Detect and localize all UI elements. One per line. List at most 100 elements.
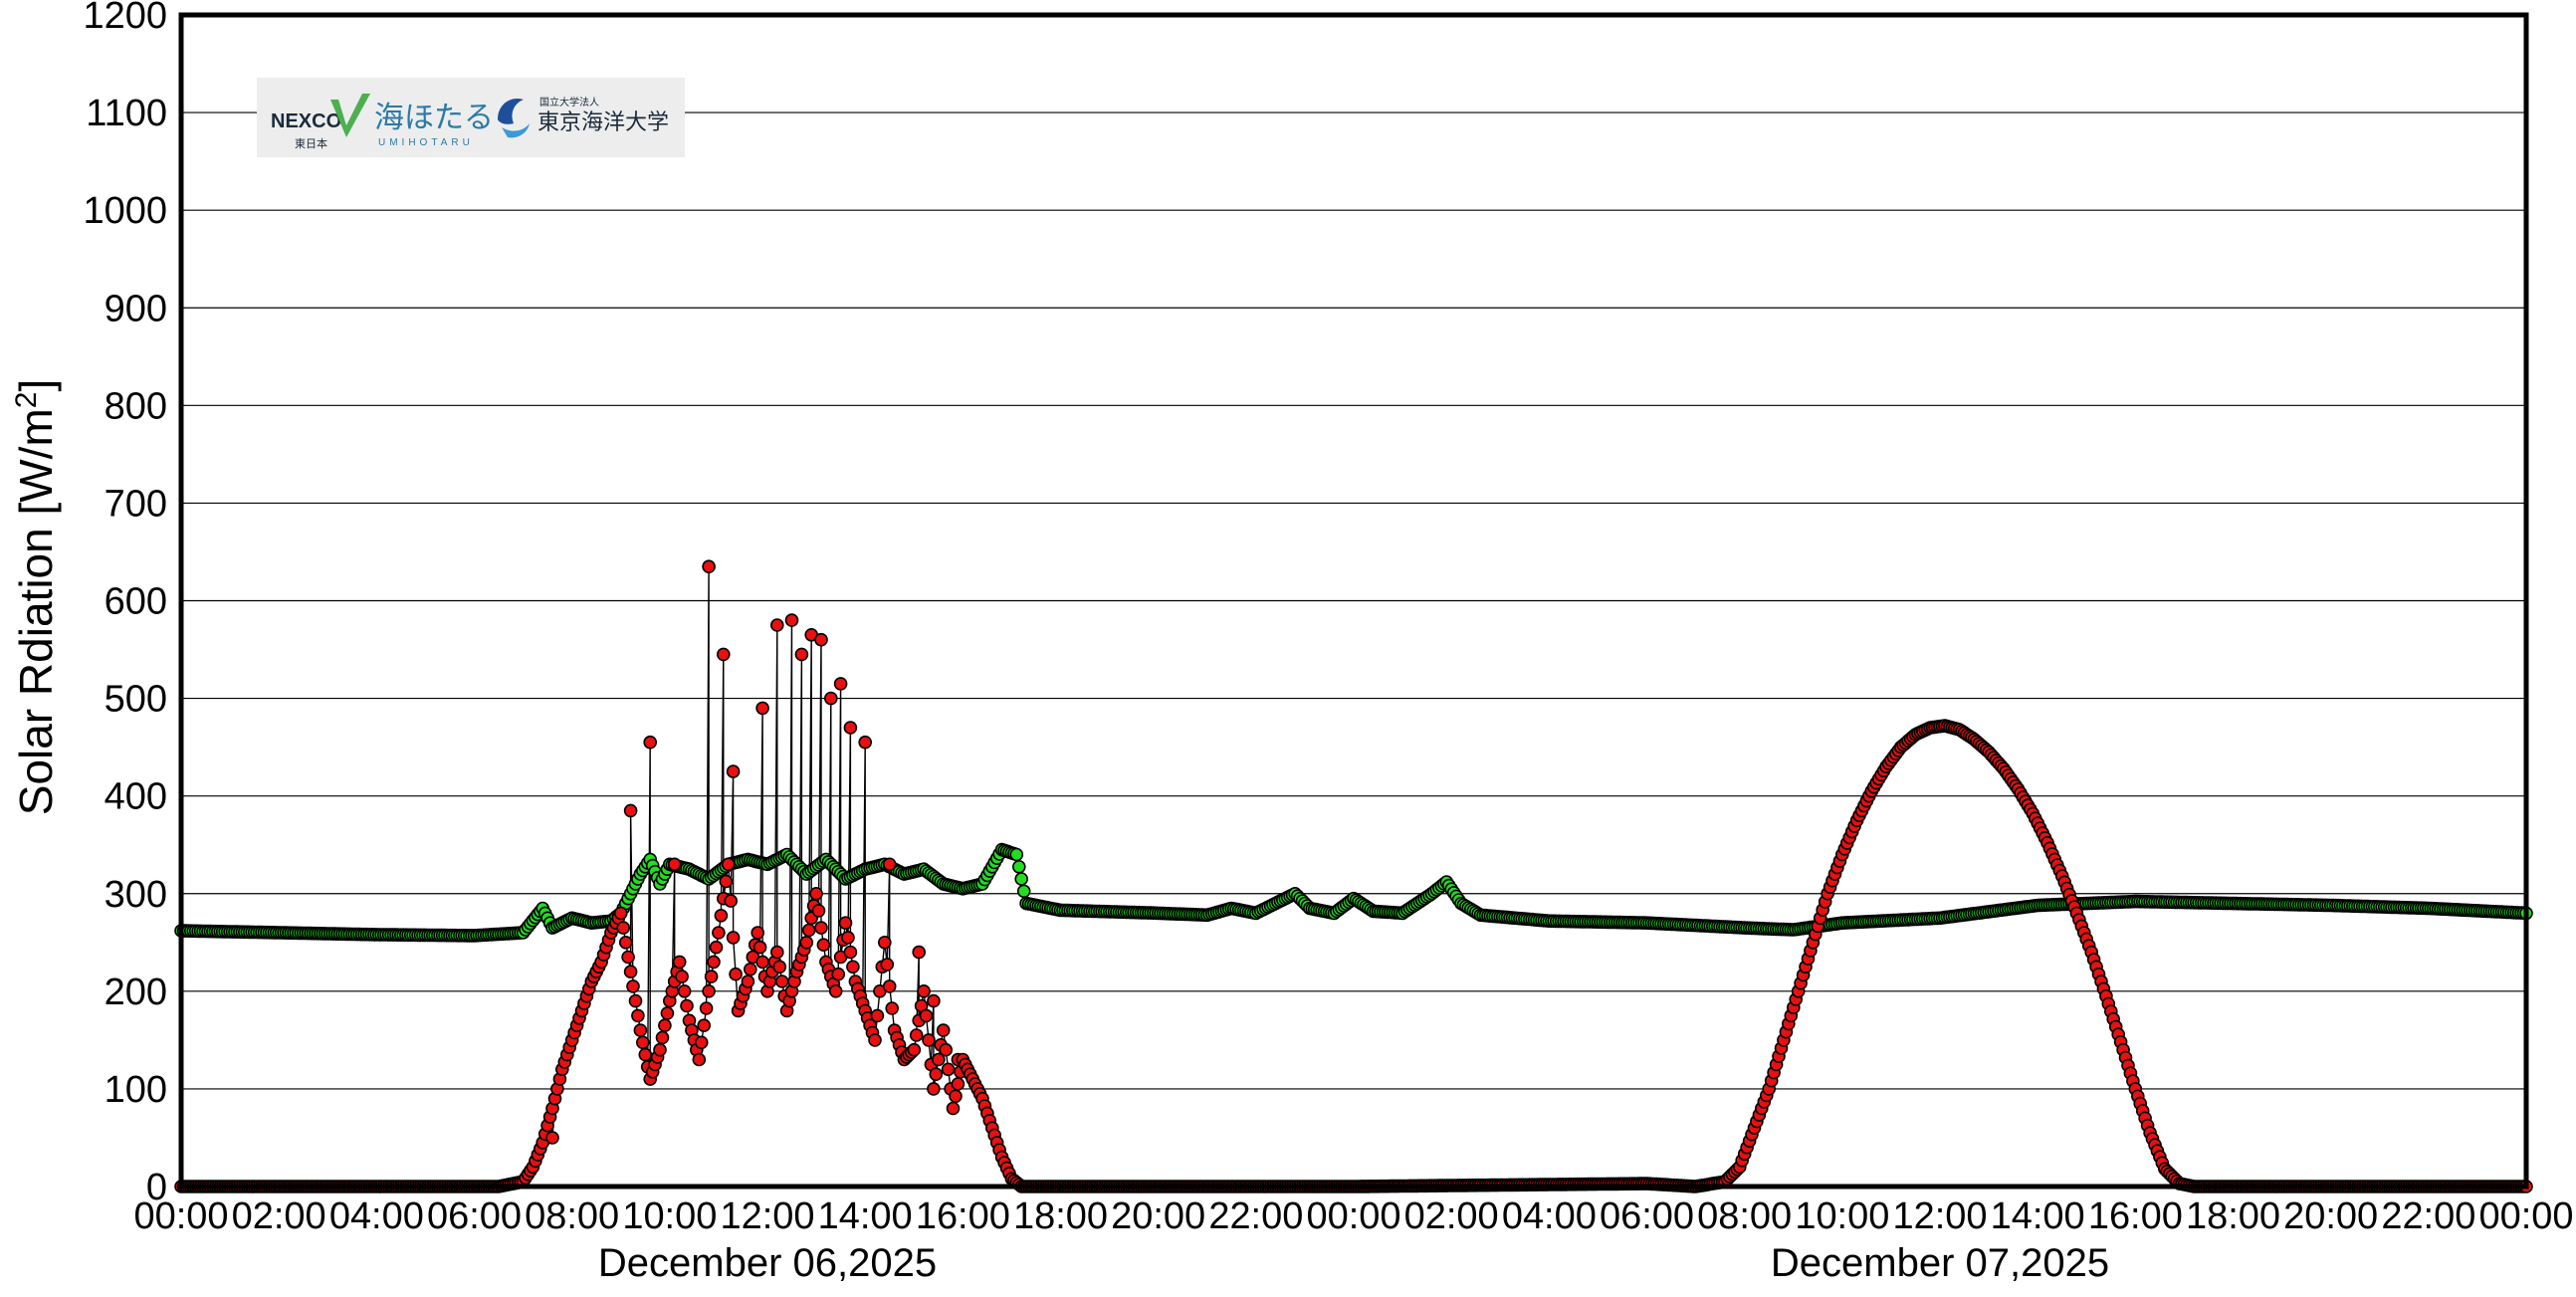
data-point xyxy=(699,1001,714,1015)
umihotaru-logo-text: 海ほたる xyxy=(374,102,494,134)
data-point xyxy=(927,1082,941,1096)
data-point xyxy=(751,926,765,940)
data-point xyxy=(769,945,784,960)
data-point xyxy=(621,950,635,965)
x-tick-label: 14:00 xyxy=(1991,1195,2085,1237)
data-point xyxy=(694,1035,709,1050)
date-label: December 06,2025 xyxy=(598,1241,937,1285)
data-point xyxy=(927,993,941,1008)
logo-banner: NEXCO 東日本 海ほたる UMIHOTARU 国立大学法人 東京海洋大学 xyxy=(257,78,685,157)
data-point xyxy=(907,1042,922,1057)
x-tick-label: 18:00 xyxy=(2186,1195,2280,1237)
x-tick-label: 10:00 xyxy=(1795,1195,1889,1237)
data-point xyxy=(667,857,682,872)
data-point xyxy=(618,935,633,950)
x-tick-label: 02:00 xyxy=(232,1195,326,1237)
data-point xyxy=(843,721,858,735)
data-point xyxy=(714,908,729,923)
data-point xyxy=(721,857,736,872)
data-point xyxy=(774,974,789,988)
x-tick-label: 16:00 xyxy=(916,1195,1010,1237)
x-tick-label: 18:00 xyxy=(1013,1195,1108,1237)
data-point xyxy=(799,935,814,950)
nexco-logo-text: NEXCO xyxy=(271,110,341,132)
data-point xyxy=(877,935,892,950)
data-point xyxy=(726,764,741,778)
data-point xyxy=(628,993,643,1008)
y-axis-title: Solar Rdiation [W/m2] xyxy=(10,379,63,815)
data-point xyxy=(613,906,628,921)
data-point xyxy=(841,931,855,945)
x-tick-label: 20:00 xyxy=(2283,1195,2378,1237)
data-point xyxy=(936,1023,951,1037)
x-tick-label: 00:00 xyxy=(2479,1195,2574,1237)
x-tick-label: 08:00 xyxy=(1697,1195,1792,1237)
data-point xyxy=(794,647,809,662)
data-point xyxy=(831,967,846,981)
data-point xyxy=(743,962,757,976)
data-point xyxy=(660,1006,675,1020)
y-tick-label: 1200 xyxy=(83,0,167,37)
data-point xyxy=(626,979,640,993)
data-point xyxy=(724,894,739,908)
x-tick-label: 10:00 xyxy=(622,1195,717,1237)
data-point xyxy=(702,559,716,574)
data-point xyxy=(909,1028,924,1042)
y-tick-label: 800 xyxy=(105,385,167,427)
data-point xyxy=(784,613,799,627)
x-tick-label: 06:00 xyxy=(427,1195,522,1237)
data-point xyxy=(922,1033,936,1047)
x-tick-label: 00:00 xyxy=(1307,1195,1401,1237)
data-point xyxy=(643,735,658,750)
x-tick-label: 20:00 xyxy=(1111,1195,1205,1237)
y-tick-label: 1000 xyxy=(83,190,167,232)
data-point xyxy=(846,960,860,974)
y-tick-label: 700 xyxy=(105,483,167,525)
data-point xyxy=(675,970,689,983)
data-point xyxy=(941,1062,956,1077)
data-point xyxy=(882,979,897,993)
y-axis-title-superscript: 2 xyxy=(10,392,43,409)
data-point xyxy=(755,955,769,970)
x-tick-label: 12:00 xyxy=(721,1195,815,1237)
data-point xyxy=(697,1018,712,1032)
data-point xyxy=(833,677,848,691)
data-point xyxy=(752,940,767,955)
x-tick-label: 00:00 xyxy=(134,1195,229,1237)
university-logo-text: 東京海洋大学 xyxy=(537,109,669,134)
date-label: December 07,2025 xyxy=(1771,1241,2109,1285)
x-tick-label: 22:00 xyxy=(2381,1195,2475,1237)
data-point xyxy=(1014,872,1028,886)
data-point xyxy=(623,965,638,979)
university-wave-icon xyxy=(498,98,524,124)
y-tick-labels: 0 100 200 300 400 500 600 700 800 900 1000 1100 1200 xyxy=(83,0,167,1208)
data-point xyxy=(726,931,741,945)
x-tick-label: 08:00 xyxy=(525,1195,619,1237)
data-point xyxy=(885,1001,900,1015)
data-point xyxy=(545,1131,559,1145)
data-point xyxy=(616,921,631,935)
data-point xyxy=(949,1089,963,1104)
university-logo-subtext: 国立大学法人 xyxy=(539,96,599,108)
y-tick-label: 300 xyxy=(105,874,167,916)
x-tick-label: 14:00 xyxy=(818,1195,913,1237)
data-point xyxy=(658,1018,672,1032)
series-markers xyxy=(174,559,2533,1193)
nexco-v-icon xyxy=(330,94,370,137)
data-point xyxy=(755,701,769,716)
data-point xyxy=(623,803,638,818)
data-point xyxy=(1016,884,1031,899)
data-point xyxy=(702,983,716,998)
data-point xyxy=(680,998,694,1013)
date-labels: December 06,2025 December 07,2025 xyxy=(598,1241,2109,1285)
data-point xyxy=(946,1101,961,1116)
data-point xyxy=(880,958,895,972)
y-tick-label: 500 xyxy=(105,679,167,721)
data-point xyxy=(772,960,787,974)
umihotaru-logo-subtext: UMIHOTARU xyxy=(378,137,474,148)
logo-background xyxy=(257,78,685,157)
data-point xyxy=(712,926,726,940)
data-point xyxy=(931,1052,946,1067)
x-tick-labels: 00:00 02:00 04:00 06:00 08:00 10:00 12:00 14:00… xyxy=(134,1195,2574,1237)
